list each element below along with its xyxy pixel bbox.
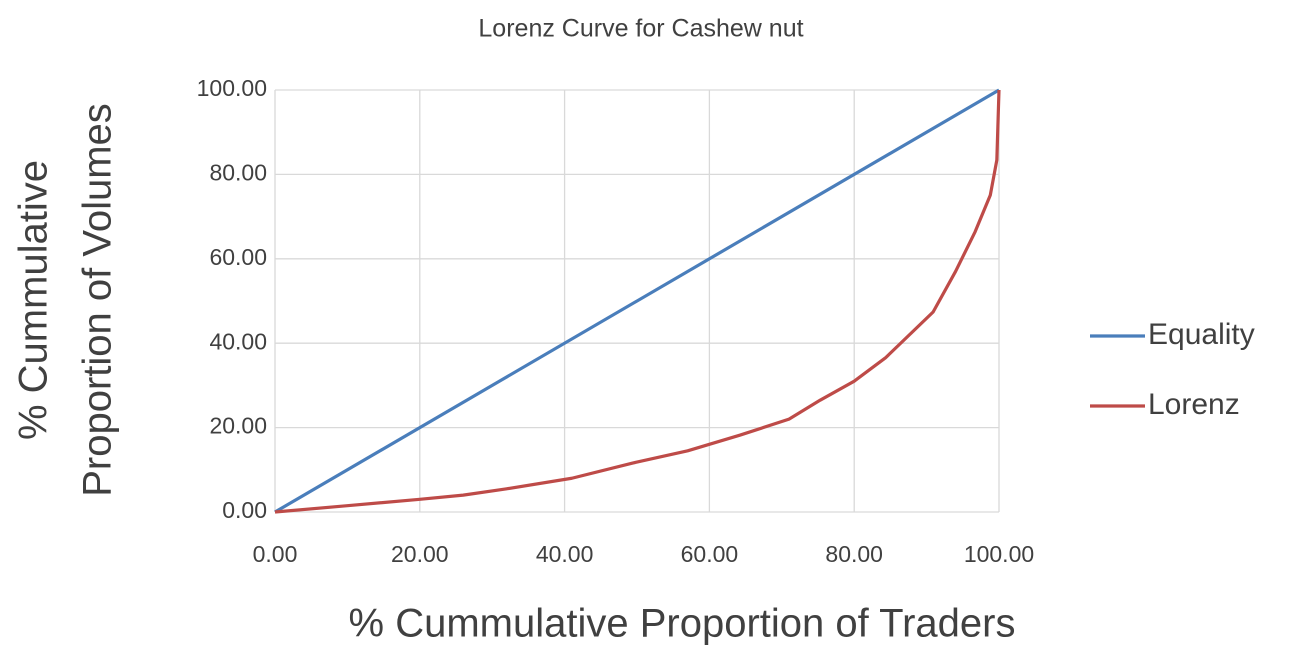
x-tick-label: 40.00 (536, 541, 594, 567)
x-tick-label: 60.00 (681, 541, 739, 567)
data-line (274, 89, 1001, 514)
x-tick-label: 20.00 (391, 541, 449, 567)
y-tick-label: 40.00 (209, 328, 267, 354)
legend-label: Equality (1148, 318, 1255, 351)
x-tick-label: 100.00 (964, 541, 1034, 567)
y-tick-label: 0.00 (222, 497, 267, 523)
y-tick-label: 20.00 (209, 413, 267, 439)
y-tick-label: 60.00 (209, 244, 267, 270)
x-tick-label: 80.00 (825, 541, 883, 567)
x-axis-label: % Cummulative Proportion of Traders (349, 602, 1016, 646)
chart-title: Lorenz Curve for Cashew nut (478, 15, 803, 43)
y-axis-label: Proportion of Volumes (76, 103, 120, 497)
data-line (274, 88, 1000, 514)
legend-label: Lorenz (1148, 388, 1240, 421)
x-tick-label: 0.00 (253, 541, 298, 567)
y-tick-label: 100.00 (197, 75, 267, 101)
y-tick-label: 80.00 (209, 159, 267, 185)
y-axis-label: % Cummulative (12, 160, 56, 440)
